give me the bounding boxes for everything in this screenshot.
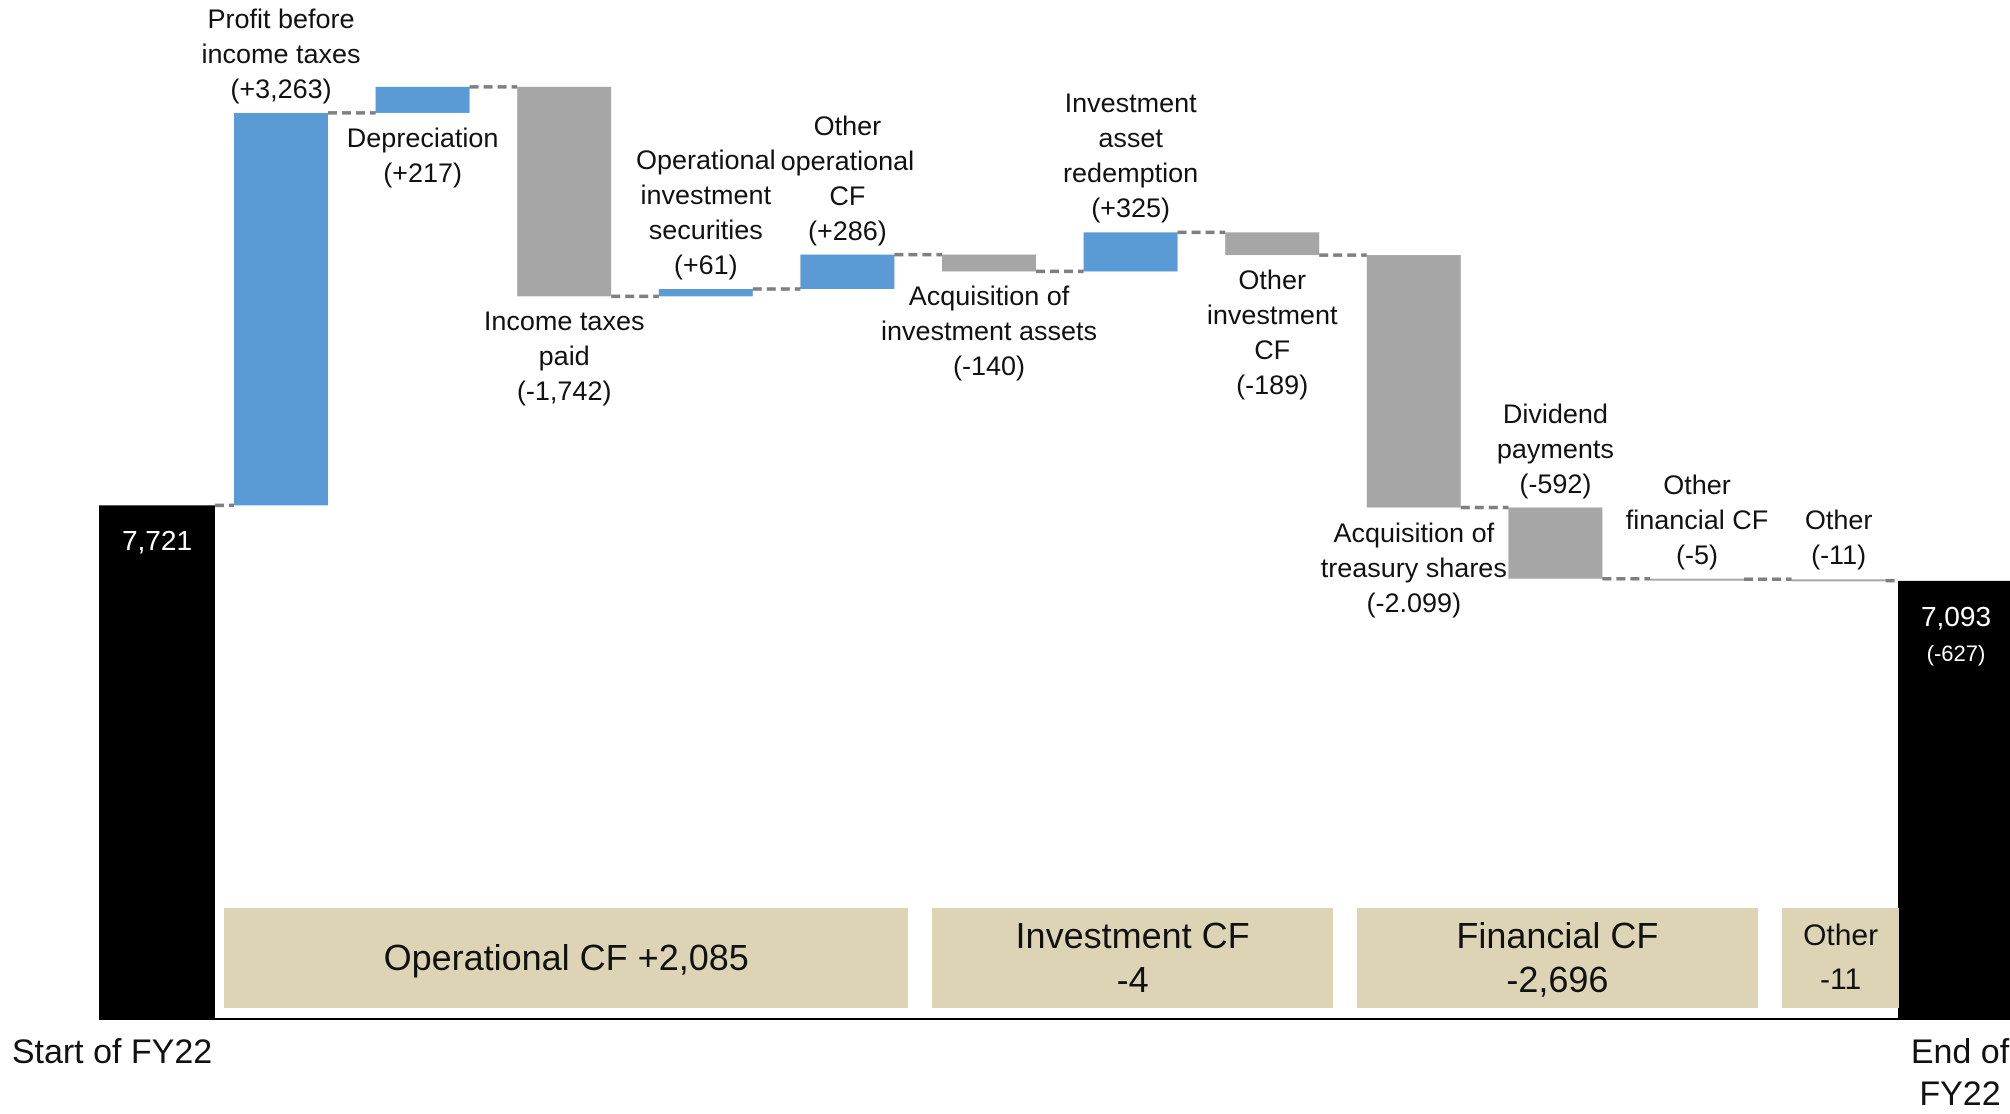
bar-label: Income taxes paid (-1,742) bbox=[444, 304, 684, 409]
value-label: (+61) bbox=[673, 250, 738, 280]
value-label: (+3,263) bbox=[230, 73, 332, 104]
value-label: (+217) bbox=[383, 157, 462, 188]
value-label: (+325) bbox=[1091, 193, 1170, 224]
bar bbox=[375, 86, 470, 113]
value-label: (-11) bbox=[1811, 540, 1867, 571]
bar bbox=[1083, 232, 1178, 272]
bar-label: Operational investment securities (+61) bbox=[586, 143, 826, 283]
category-label: Other operational CF bbox=[780, 110, 915, 211]
group-label: Operational CF +2,085 bbox=[383, 937, 749, 978]
bar-label: Other financial CF (-5) bbox=[1577, 468, 1817, 573]
bar bbox=[1225, 232, 1320, 256]
category-label: Acquisition of investment assets bbox=[880, 281, 1098, 347]
bar bbox=[658, 288, 753, 297]
bar-label: Acquisition of investment assets (-140) bbox=[869, 279, 1109, 384]
group-box: Other -11 bbox=[1781, 908, 1900, 1008]
total-label: 7,721 bbox=[99, 525, 215, 557]
bar bbox=[800, 254, 895, 289]
value-label: (-1,742) bbox=[516, 376, 612, 407]
bar bbox=[1650, 578, 1744, 581]
bar-label: Dividend payments (-592) bbox=[1435, 397, 1675, 502]
total-label: 7,093 (-627) bbox=[1898, 601, 2010, 667]
bar-label: Acquisition of treasury shares (-2.099) bbox=[1294, 516, 1534, 621]
bar-label: Other investment CF (-189) bbox=[1152, 263, 1392, 403]
category-label: Dividend payments bbox=[1496, 398, 1614, 464]
group-box: Operational CF +2,085 bbox=[224, 908, 909, 1008]
category-label: Profit before income taxes bbox=[201, 3, 361, 69]
category-label: Other financial CF bbox=[1625, 469, 1769, 535]
bar-label: Investment asset redemption (+325) bbox=[1011, 86, 1251, 226]
value-label: (-5) bbox=[1676, 539, 1718, 570]
category-text: End of FY22 bbox=[1910, 1033, 2010, 1113]
category-label: Depreciation bbox=[346, 122, 499, 153]
category-label: Other bbox=[1804, 505, 1873, 536]
category-text: Start of FY22 bbox=[11, 1033, 213, 1071]
value-label: (-189) bbox=[1236, 370, 1309, 401]
category-label: End of FY22 bbox=[1900, 1031, 2010, 1114]
bar-label: Depreciation (+217) bbox=[303, 121, 543, 191]
value-label: 7,093 bbox=[1920, 600, 1992, 632]
category-label: Investment asset redemption bbox=[1063, 88, 1199, 189]
bar-label: Profit before income taxes (+3,263) bbox=[161, 2, 401, 107]
bar-label: Other (-11) bbox=[1719, 503, 1959, 573]
group-box: Financial CF -2,696 bbox=[1357, 908, 1758, 1008]
bar bbox=[517, 86, 612, 297]
group-label: Financial CF -2,696 bbox=[1456, 915, 1659, 1000]
bar bbox=[1898, 580, 2010, 1019]
bar bbox=[1366, 255, 1461, 508]
value-label: 7,721 bbox=[121, 525, 193, 557]
bar bbox=[1791, 579, 1886, 582]
group-box: Investment CF -4 bbox=[932, 908, 1333, 1008]
bar-label: Other operational CF (+286) bbox=[727, 109, 967, 249]
category-label: Operational investment securities bbox=[636, 145, 776, 245]
value-label: (-592) bbox=[1519, 468, 1592, 499]
bar bbox=[1508, 507, 1603, 579]
annotation: (-627) bbox=[1926, 640, 1986, 666]
category-label: Other investment CF bbox=[1206, 265, 1338, 366]
category-label: Start of FY22 bbox=[0, 1031, 227, 1073]
value-label: (-2.099) bbox=[1366, 587, 1462, 618]
bar bbox=[99, 505, 215, 1019]
group-label: Other -11 bbox=[1803, 919, 1879, 996]
category-label: Income taxes paid bbox=[483, 306, 645, 372]
value-label: (-140) bbox=[952, 351, 1026, 382]
category-label: Acquisition of treasury shares bbox=[1320, 517, 1507, 583]
value-label: (+286) bbox=[807, 215, 887, 246]
bar bbox=[234, 112, 328, 506]
bar bbox=[942, 254, 1036, 272]
group-label: Investment CF -4 bbox=[1015, 915, 1250, 1000]
